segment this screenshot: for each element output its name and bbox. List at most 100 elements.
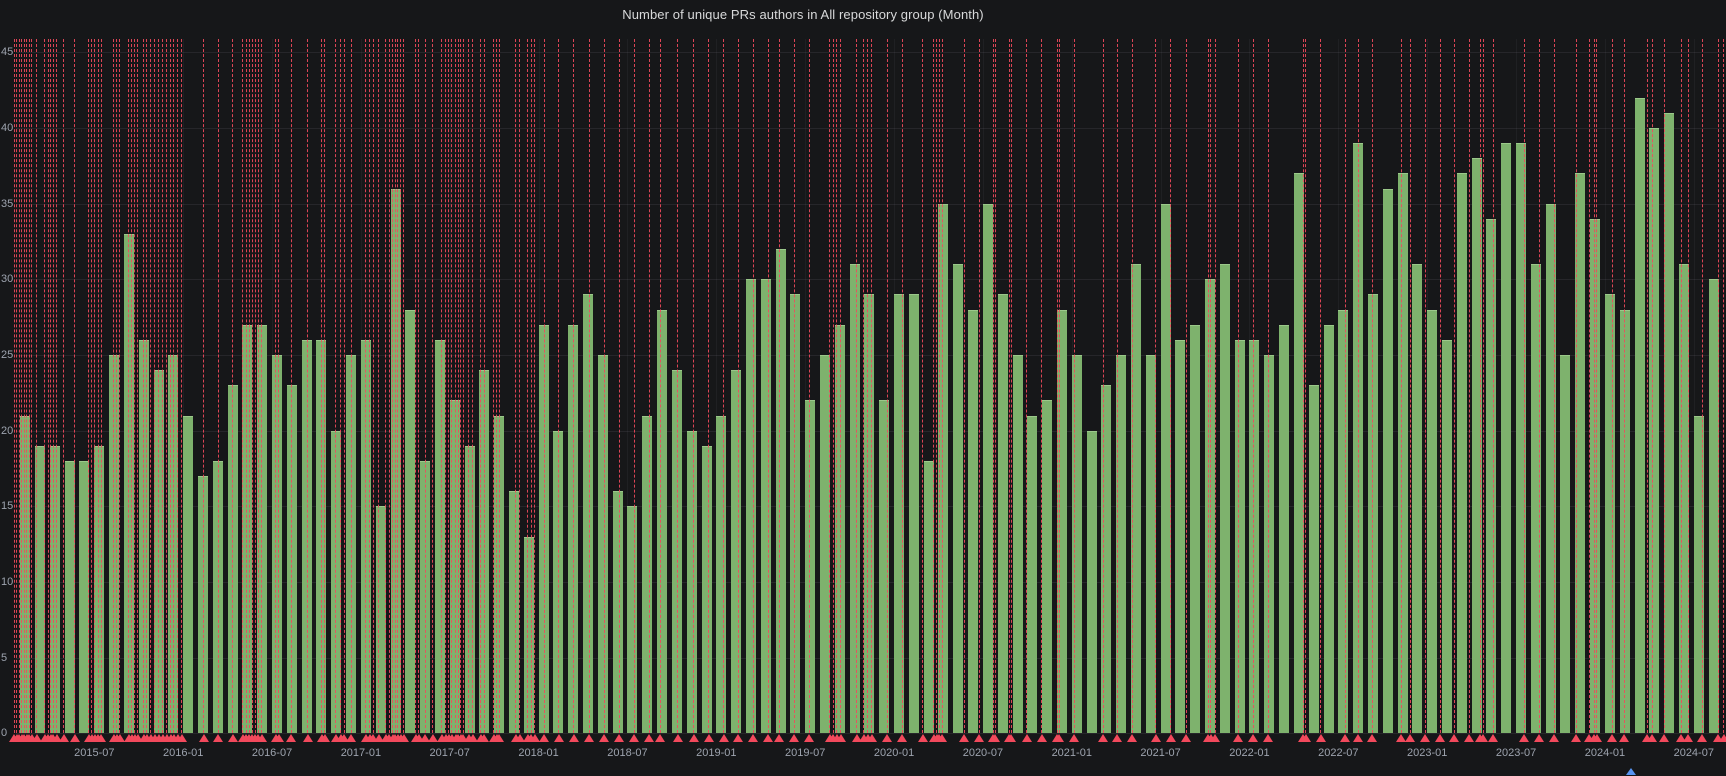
annotation-line[interactable]	[248, 39, 250, 734]
annotation-line[interactable]	[1210, 39, 1211, 734]
annotation-line[interactable]	[519, 39, 520, 734]
bar-2022-12[interactable]	[1412, 264, 1423, 734]
annotation-marker-icon[interactable]	[198, 734, 209, 743]
annotation-line[interactable]	[217, 39, 219, 734]
annotation-line[interactable]	[18, 39, 20, 734]
annotation-line[interactable]	[91, 39, 92, 734]
annotation-line[interactable]	[1267, 39, 1269, 734]
annotation-line[interactable]	[938, 39, 940, 734]
annotation-marker-icon[interactable]	[31, 734, 42, 743]
annotation-line[interactable]	[462, 39, 464, 734]
bar-2021-11[interactable]	[1219, 264, 1230, 734]
annotation-marker-icon[interactable]	[644, 734, 654, 743]
annotation-line[interactable]	[261, 39, 262, 734]
bar-2015-06[interactable]	[79, 460, 90, 734]
bar-2022-01[interactable]	[1249, 339, 1260, 734]
annotation-marker-icon[interactable]	[917, 734, 928, 743]
annotation-line[interactable]	[385, 39, 386, 734]
bar-2018-10[interactable]	[671, 370, 682, 734]
bar-2018-11[interactable]	[686, 430, 697, 734]
annotation-line[interactable]	[113, 39, 114, 734]
bar-2015-04[interactable]	[49, 445, 60, 734]
annotation-marker-icon[interactable]	[1112, 734, 1122, 743]
annotation-line[interactable]	[933, 39, 934, 734]
annotation-line[interactable]	[1320, 39, 1321, 734]
bar-2022-04[interactable]	[1293, 173, 1304, 734]
bar-2023-10[interactable]	[1560, 355, 1571, 734]
annotation-line[interactable]	[181, 39, 182, 734]
annotation-line[interactable]	[203, 39, 204, 734]
annotation-line[interactable]	[232, 39, 233, 734]
annotation-line[interactable]	[752, 39, 754, 734]
annotation-line[interactable]	[1623, 39, 1625, 734]
annotation-line[interactable]	[424, 39, 426, 734]
annotation-line[interactable]	[365, 39, 366, 734]
annotation-line[interactable]	[170, 39, 171, 734]
annotation-marker-icon[interactable]	[494, 734, 504, 743]
bar-2020-06[interactable]	[968, 309, 979, 734]
annotation-marker-icon[interactable]	[1659, 734, 1669, 743]
annotation-line[interactable]	[618, 39, 620, 734]
annotation-line[interactable]	[16, 39, 17, 734]
annotation-line[interactable]	[1596, 39, 1597, 734]
annotation-marker-icon[interactable]	[1435, 734, 1445, 743]
bar-2022-07[interactable]	[1338, 309, 1349, 734]
bar-2023-08[interactable]	[1530, 264, 1541, 734]
annotation-line[interactable]	[1252, 39, 1254, 734]
annotation-marker-icon[interactable]	[286, 734, 296, 743]
annotation-marker-icon[interactable]	[1420, 734, 1430, 743]
annotation-line[interactable]	[1575, 39, 1577, 734]
annotation-line[interactable]	[460, 39, 461, 734]
annotation-marker-icon[interactable]	[599, 734, 609, 743]
bar-2021-02[interactable]	[1086, 430, 1097, 734]
annotation-line[interactable]	[154, 39, 155, 734]
bar-2022-03[interactable]	[1279, 324, 1290, 734]
annotation-line[interactable]	[468, 39, 469, 734]
annotation-line[interactable]	[56, 39, 57, 734]
annotation-line[interactable]	[708, 39, 709, 734]
annotation-marker-icon[interactable]	[763, 734, 773, 743]
bar-2023-05[interactable]	[1486, 218, 1497, 734]
annotation-marker-icon[interactable]	[1353, 734, 1363, 743]
bar-2019-11[interactable]	[864, 294, 875, 734]
annotation-line[interactable]	[778, 39, 780, 734]
annotation-line[interactable]	[392, 39, 393, 734]
bar-2024-01[interactable]	[1604, 294, 1615, 734]
annotation-line[interactable]	[242, 39, 243, 734]
annotation-line[interactable]	[767, 39, 769, 734]
annotation-marker-icon[interactable]	[1449, 734, 1459, 743]
bar-2018-05[interactable]	[597, 355, 608, 734]
bar-2019-01[interactable]	[716, 415, 727, 734]
annotation-marker-icon[interactable]	[1549, 734, 1559, 743]
annotation-marker-icon[interactable]	[176, 734, 187, 743]
annotation-line[interactable]	[26, 39, 27, 734]
annotation-line[interactable]	[177, 39, 178, 734]
bar-2018-06[interactable]	[612, 491, 623, 734]
annotation-line[interactable]	[28, 39, 30, 734]
annotation-line[interactable]	[633, 39, 635, 734]
annotation-line[interactable]	[573, 39, 574, 734]
annotation-line[interactable]	[36, 39, 37, 734]
annotation-marker-icon[interactable]	[58, 734, 69, 743]
bar-2017-11[interactable]	[508, 491, 519, 734]
annotation-marker-icon[interactable]	[1165, 734, 1176, 743]
annotation-line[interactable]	[146, 39, 147, 734]
annotation-line[interactable]	[886, 39, 888, 734]
annotation-line[interactable]	[1409, 39, 1411, 734]
annotation-marker-icon[interactable]	[835, 734, 846, 743]
bar-2018-08[interactable]	[642, 415, 653, 734]
bar-2019-12[interactable]	[879, 400, 890, 734]
bar-2017-03[interactable]	[390, 188, 401, 734]
annotation-line[interactable]	[963, 39, 965, 734]
annotation-line[interactable]	[128, 39, 129, 734]
bar-2021-12[interactable]	[1234, 339, 1245, 734]
annotation-line[interactable]	[693, 39, 694, 734]
annotation-marker-icon[interactable]	[339, 734, 349, 743]
annotation-marker-icon[interactable]	[373, 734, 384, 743]
annotation-marker-icon[interactable]	[1181, 734, 1191, 743]
annotation-marker-icon[interactable]	[851, 734, 862, 743]
bar-2022-05[interactable]	[1308, 385, 1319, 734]
annotation-line[interactable]	[992, 39, 994, 734]
bar-2024-04[interactable]	[1649, 128, 1660, 734]
annotation-line[interactable]	[1400, 39, 1402, 734]
